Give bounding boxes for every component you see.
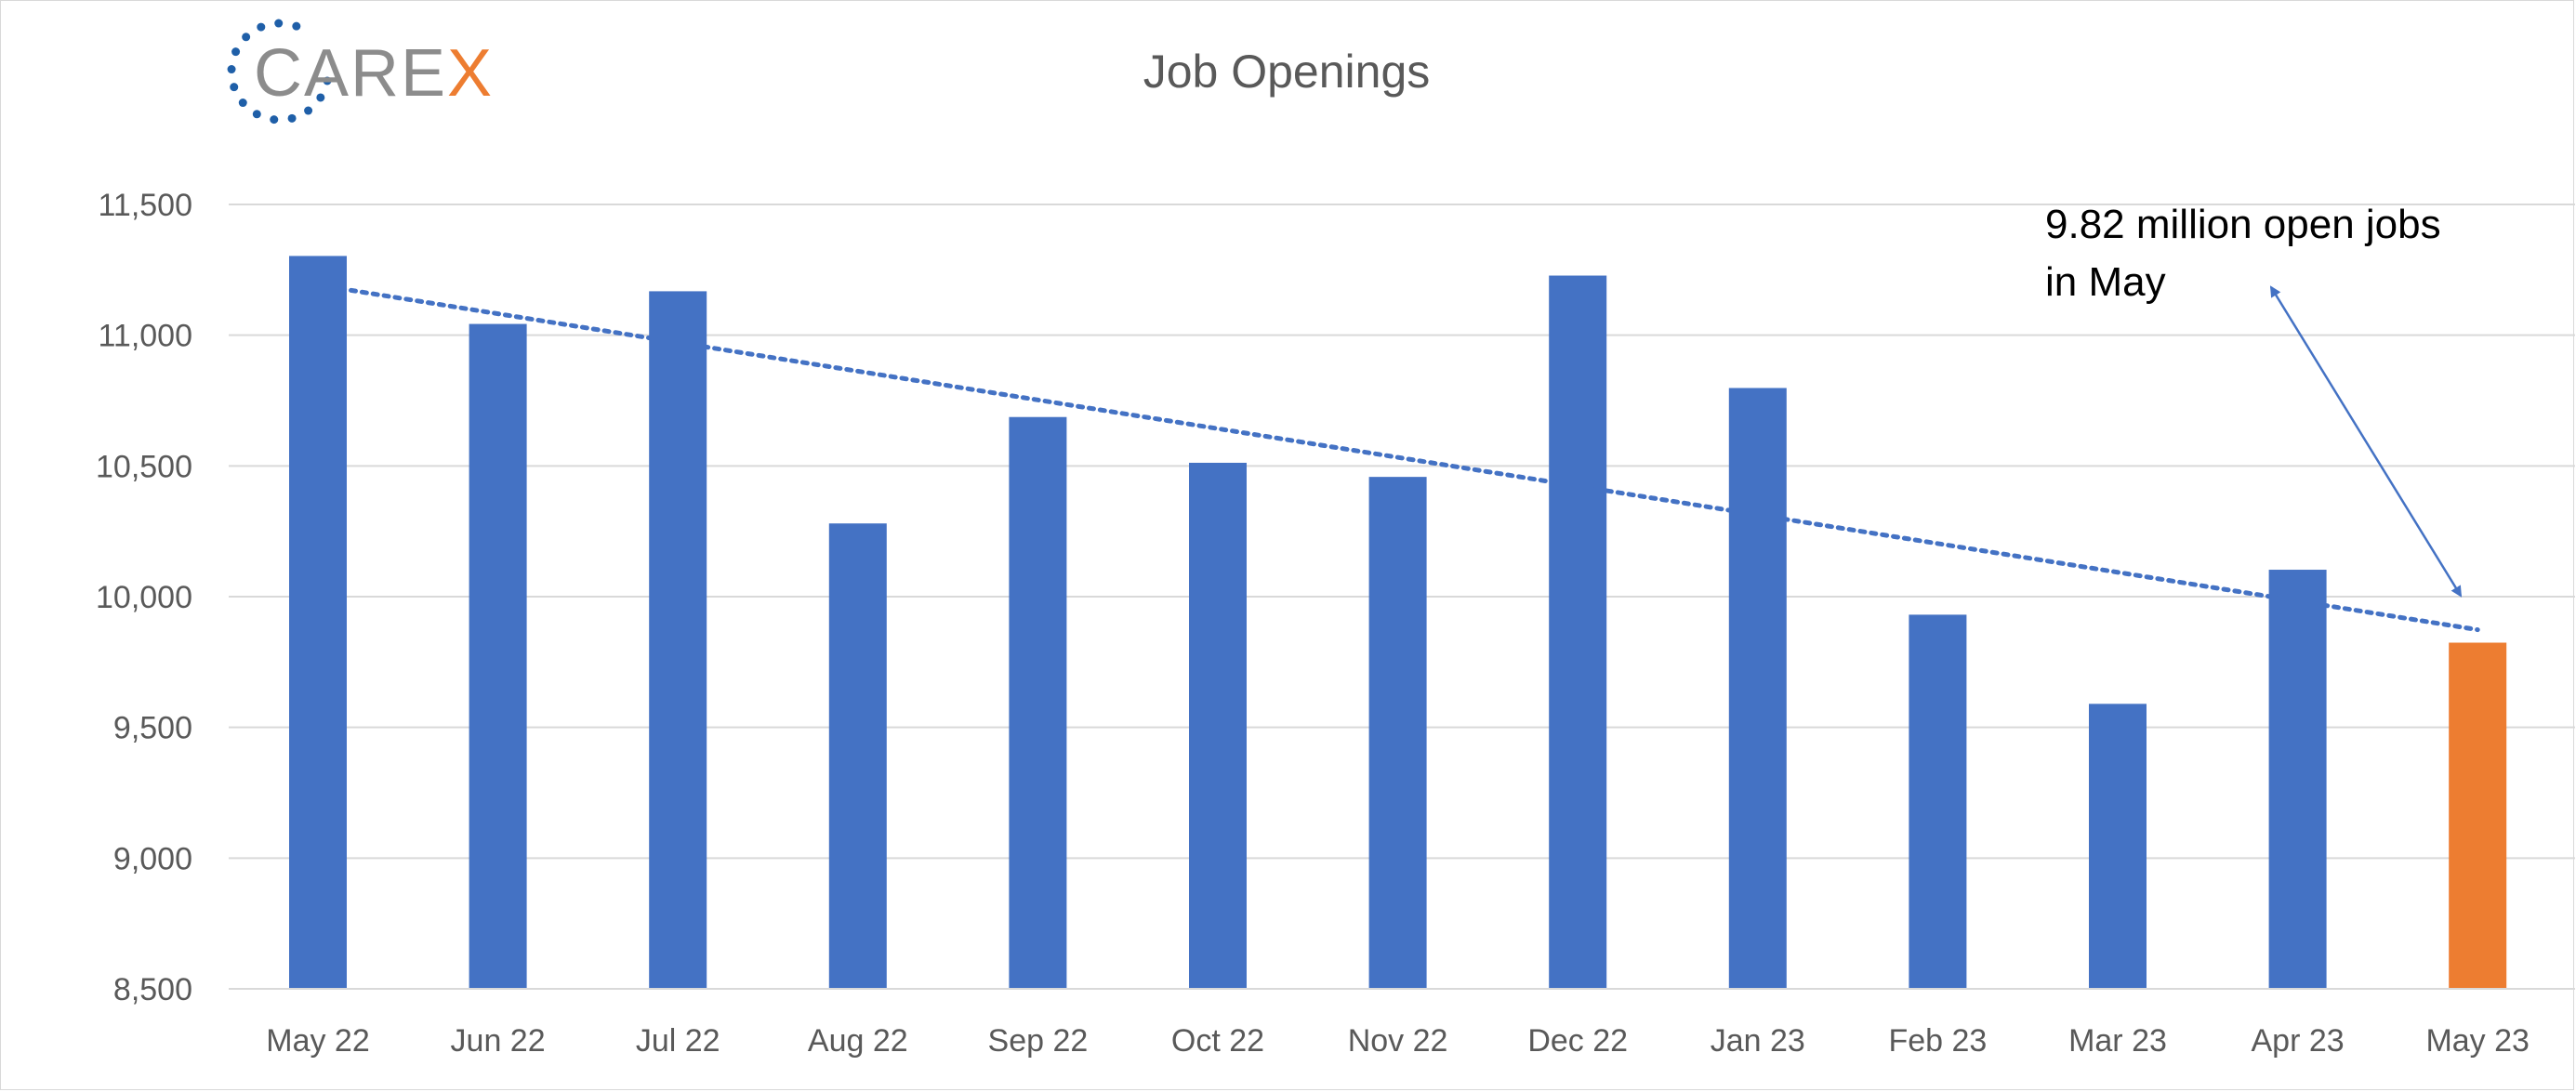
bar-feb-23 [1909, 614, 1967, 989]
annotation-line-1: 9.82 million open jobs [2045, 202, 2441, 247]
annotation-arrow [2269, 285, 2463, 598]
annotation: 9.82 million open jobs in May [2045, 202, 2463, 598]
x-tick-label: Nov 22 [1348, 1023, 1448, 1059]
logo-dot [252, 110, 261, 119]
y-tick-label: 10,500 [96, 449, 192, 484]
logo-wordmark: CAREX [254, 36, 494, 111]
bar-may-23 [2449, 642, 2507, 989]
bar-nov-22 [1368, 477, 1427, 989]
logo-dot [304, 106, 313, 115]
y-tick-label: 9,500 [113, 711, 192, 746]
x-tick-label: Apr 23 [2252, 1023, 2345, 1059]
x-axis-labels: May 22 Jun 22 Jul 22 Aug 22 Sep 22 Oct 22 Nov … [266, 1023, 2530, 1059]
logo-dot [287, 113, 297, 123]
bar-may-22 [289, 256, 347, 989]
logo-dot [242, 33, 251, 42]
bar-oct-22 [1189, 462, 1247, 989]
bar-aug-22 [828, 523, 887, 989]
logo-dot [274, 19, 284, 28]
logo-dot [270, 115, 279, 125]
x-tick-label: Mar 23 [2068, 1023, 2167, 1059]
trendline [315, 283, 2480, 633]
logo-dot [238, 99, 247, 108]
x-tick-label: Jun 22 [451, 1023, 546, 1059]
annotation-line-2: in May [2045, 259, 2166, 305]
bar-apr-23 [2268, 570, 2327, 989]
x-tick-label: Sep 22 [988, 1023, 1089, 1059]
x-tick-label: Aug 22 [808, 1023, 908, 1059]
y-tick-label: 8,500 [113, 972, 192, 1007]
chart-title: Job Openings [1143, 46, 1431, 98]
y-tick-label: 10,000 [96, 580, 192, 615]
x-tick-label: Feb 23 [1888, 1023, 1987, 1059]
logo-dot [323, 76, 332, 86]
logo-dot [231, 47, 241, 57]
y-tick-label: 11,500 [99, 188, 192, 223]
bar-dec-22 [1549, 275, 1607, 989]
x-tick-label: May 23 [2425, 1023, 2530, 1059]
y-axis-labels: 8,500 9,000 9,500 10,000 10,500 11,000 11,500 [96, 188, 192, 1007]
logo-text-accent: X [447, 36, 494, 111]
logo-dot-ring-icon [227, 19, 332, 125]
x-tick-label: Jul 22 [636, 1023, 720, 1059]
bars [289, 256, 2507, 990]
x-tick-label: Jan 23 [1711, 1023, 1805, 1059]
bar-jun-22 [469, 323, 527, 989]
x-tick-label: May 22 [266, 1023, 370, 1059]
annotation-text: 9.82 million open jobs in May [2045, 202, 2452, 305]
logo-text-main: CARE [254, 36, 447, 111]
logo-dot [230, 83, 239, 92]
bar-mar-23 [2089, 704, 2147, 989]
y-tick-label: 9,000 [113, 841, 192, 876]
y-tick-label: 11,000 [99, 319, 192, 354]
logo-dot [316, 93, 325, 102]
bar-sep-22 [1009, 416, 1067, 989]
logo-dot [227, 65, 236, 74]
logo-dot [292, 21, 301, 31]
carex-logo: CAREX [227, 19, 494, 125]
logo-dot [257, 22, 266, 32]
bar-jul-22 [649, 291, 707, 989]
x-tick-label: Oct 22 [1171, 1023, 1264, 1059]
x-tick-label: Dec 22 [1527, 1023, 1628, 1059]
bar-jan-23 [1728, 388, 1787, 990]
